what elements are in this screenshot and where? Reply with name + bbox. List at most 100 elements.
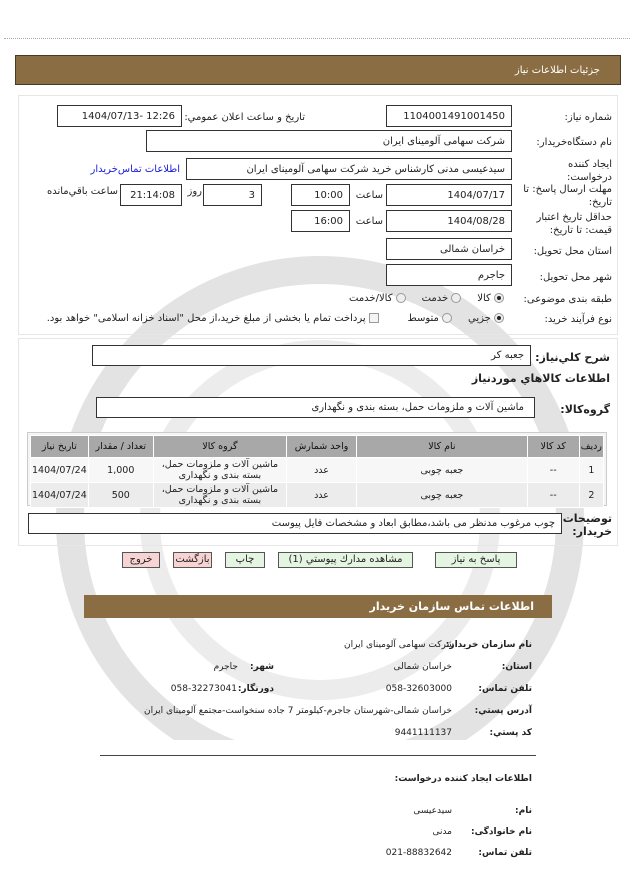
deadline-date-field: 1404/07/17	[386, 184, 512, 206]
radio-label: متوسط	[407, 313, 439, 324]
radio-label: کالا	[477, 293, 491, 304]
need-number-label: شماره نياز:	[564, 112, 613, 123]
need-goods-panel	[18, 338, 618, 546]
summary-field: جعبه کر	[92, 345, 531, 366]
section-divider	[100, 755, 536, 756]
process-label: نوع فرآيند خريد:	[544, 314, 613, 325]
validity-time-label: ساعت	[355, 216, 383, 227]
cell-name: جعبه چوبی	[356, 457, 528, 483]
reply-button[interactable]: پاسخ به نياز	[435, 552, 517, 568]
table-header-row: رديف کد کالا نام کالا واحد شمارش گروه کا…	[30, 435, 605, 458]
need-details-panel	[18, 95, 618, 335]
category-radio-service[interactable]	[451, 293, 462, 303]
radio-label: خدمت	[421, 293, 449, 304]
cell-date: 1404/07/24	[30, 482, 89, 508]
exit-button[interactable]: خروج	[122, 552, 160, 568]
divider	[4, 38, 630, 39]
creator-field: سيدعيسی مدنی کارشناس خريد شرکت سهامی آلو…	[186, 158, 512, 180]
cell-unit: عدد	[286, 457, 358, 483]
family-label: نام خانوادگی:	[470, 827, 532, 837]
process-radio-medium[interactable]	[442, 313, 453, 323]
col-header: کد کالا	[526, 435, 580, 458]
deadline-time-field: 10:00	[291, 184, 350, 206]
time-remaining-label: ساعت باقي‌مانده	[46, 186, 118, 197]
cell-date: 1404/07/24	[30, 457, 89, 483]
col-header: نام کالا	[356, 435, 528, 458]
back-button[interactable]: بازگشت	[173, 552, 212, 568]
buyer-desc-field: چوب مرغوب مدنظر می باشد،مطابق ابعاد و مش…	[28, 513, 562, 534]
cell-code: --	[526, 457, 580, 483]
address-label: آدرس پستي:	[474, 706, 532, 716]
radio-label: کالا/خدمت	[349, 293, 393, 304]
cell-qty: 500	[87, 482, 154, 508]
org-label: نام سازمان خريدار:	[445, 640, 532, 650]
table-row: 1 -- جعبه چوبی عدد ماشين آلات و ملزومات حمل،…	[30, 457, 605, 483]
postal-label: کد پستي:	[489, 728, 532, 738]
goods-heading: اطلاعات کالاهاي موردنياز	[471, 372, 610, 385]
cell-group: ماشين آلات و ملزومات حمل، بسته بندی و نگ…	[152, 482, 288, 508]
goods-table: رديف کد کالا نام کالا واحد شمارش گروه کا…	[30, 435, 605, 508]
treasury-text: پرداخت تمام يا بخشی از مبلغ خريد،از محل …	[46, 313, 366, 324]
deadline-label: مهلت ارسال پاسخ: تا تاريخ:	[523, 184, 612, 208]
page-header: جزئيات اطلاعات نياز	[15, 55, 621, 85]
buyer-org-label: نام دستگاه‌خريدار:	[536, 137, 612, 148]
contact-province-value: خراسان شمالی	[393, 662, 452, 672]
col-header: گروه کالا	[152, 435, 288, 458]
city-field: جاجرم	[386, 264, 512, 286]
time-remaining-field: 21:14:08	[120, 184, 182, 206]
buyer-org-field: شرکت سهامی آلومينای ايران	[146, 130, 512, 152]
view-attachments-button[interactable]: مشاهده مدارك پيوستي (1)	[278, 552, 413, 568]
contact-title: اطلاعات تماس سازمان خريدار	[369, 600, 534, 613]
col-header: تاريخ نياز	[30, 435, 89, 458]
cell-row: 2	[578, 482, 605, 508]
cell-name: جعبه چوبی	[356, 482, 528, 508]
summary-label: شرح کلي‌نياز:	[535, 351, 610, 364]
creator-phone-value: 021-88832642	[385, 848, 452, 858]
validity-label: حداقل تاريخ اعتبار قيمت: تا تاريخ:	[536, 212, 612, 236]
deadline-time-label: ساعت	[355, 190, 383, 201]
postal-value: 9441111137	[394, 728, 452, 738]
category-radio-goods[interactable]	[494, 293, 504, 303]
goods-group-field: ماشين آلات و ملزومات حمل، بسته بندی و نگ…	[96, 397, 535, 418]
fax-label: دورنگار:	[237, 684, 274, 694]
cell-unit: عدد	[286, 482, 358, 508]
goods-table-container: رديف کد کالا نام کالا واحد شمارش گروه کا…	[27, 432, 607, 508]
print-button[interactable]: چاپ	[225, 552, 265, 568]
category-label: طبقه بندی موضوعی:	[523, 294, 612, 305]
province-label: استان محل تحويل:	[533, 246, 612, 257]
creator-heading: اطلاعات ايجاد کننده درخواست:	[394, 774, 532, 784]
page-title: جزئيات اطلاعات نياز	[514, 64, 600, 76]
need-number-field: 1104001491001450	[386, 105, 512, 127]
goods-group-label: گروه‌کالا:	[560, 403, 610, 416]
cell-row: 1	[578, 457, 605, 483]
treasury-checkbox[interactable]	[368, 313, 379, 323]
contact-city-label: شهر:	[250, 662, 274, 672]
table-row: 2 -- جعبه چوبی عدد ماشين آلات و ملزومات حمل،…	[30, 482, 605, 508]
contact-city-value: جاجرم	[213, 662, 238, 672]
city-label: شهر محل تحويل:	[539, 272, 612, 283]
phone-label: تلفن تماس:	[478, 684, 532, 694]
phone-value: 058-32603000	[385, 684, 452, 694]
address-value: خراسان شمالی-شهرستان جاجرم-کيلومتر 7 جاد…	[144, 706, 452, 716]
contact-province-label: استان:	[501, 662, 532, 672]
family-value: مدنی	[432, 827, 452, 837]
days-label: روز	[187, 186, 203, 197]
announce-datetime-field: 1404/07/13- 12:26	[57, 105, 182, 127]
fax-value: 058-32273041	[170, 684, 237, 694]
org-value: شرکت سهامی آلومينای ايران	[344, 640, 454, 650]
process-radio-minor[interactable]	[494, 313, 504, 323]
creator-label: ايجاد کننده درخواست:	[567, 159, 612, 183]
col-header: رديف	[578, 435, 605, 458]
col-header: واحد شمارش	[286, 435, 358, 458]
category-radio-group: کالا خدمت کالا/خدمت	[349, 293, 504, 304]
process-radio-group: جزيي متوسط پرداخت تمام يا بخشی از مبلغ خ…	[47, 313, 504, 324]
col-header: تعداد / مقدار	[87, 435, 154, 458]
buyer-contact-link[interactable]: اطلاعات تماس‌خريدار	[90, 164, 180, 175]
name-value: سيدعيسی	[413, 806, 452, 816]
cell-group: ماشين آلات و ملزومات حمل، بسته بندی و نگ…	[152, 457, 288, 483]
contact-header: اطلاعات تماس سازمان خريدار	[84, 595, 552, 618]
category-radio-both[interactable]	[395, 293, 406, 303]
buyer-desc-label: توضيحات خريدار:	[562, 512, 612, 538]
creator-phone-label: تلفن تماس:	[478, 848, 532, 858]
cell-code: --	[526, 482, 580, 508]
